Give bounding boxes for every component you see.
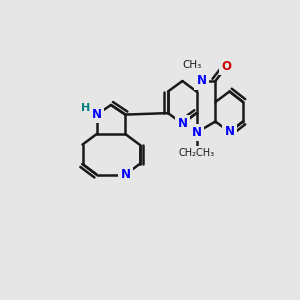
Text: N: N xyxy=(224,125,235,139)
Text: N: N xyxy=(196,74,207,88)
Text: N: N xyxy=(191,126,202,139)
Text: N: N xyxy=(120,168,130,181)
Text: O: O xyxy=(221,60,232,73)
Text: N: N xyxy=(177,117,188,130)
Text: H: H xyxy=(81,103,90,113)
Text: CH₂CH₃: CH₂CH₃ xyxy=(178,148,214,158)
Text: N: N xyxy=(92,108,102,121)
Text: CH₃: CH₃ xyxy=(182,59,202,70)
